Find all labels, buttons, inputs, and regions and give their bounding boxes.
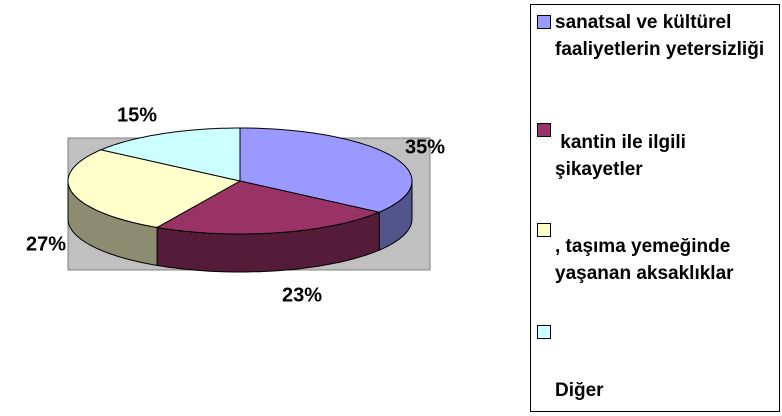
data-label: 23% bbox=[282, 284, 322, 306]
data-label: 35% bbox=[405, 136, 445, 158]
chart: 35% 23% 27% 15% bbox=[26, 104, 445, 306]
legend-marker bbox=[537, 325, 551, 339]
pie-slice bbox=[239, 127, 413, 213]
pie-slice bbox=[155, 180, 381, 235]
legend-marker bbox=[537, 15, 551, 29]
pie-slice bbox=[67, 149, 242, 228]
legend-label: sanatsal ve kültürel faaliyetlerin yeter… bbox=[555, 12, 765, 60]
legend-marker bbox=[537, 223, 551, 237]
legend-label: Diğer bbox=[555, 380, 604, 401]
legend: sanatsal ve kültürel faaliyetlerin yeter… bbox=[530, 4, 780, 412]
legend-label: , taşıma yemeğinde yaşanan aksaklıklar bbox=[555, 236, 736, 284]
legend-label: kantin ile ilgili şikayetler bbox=[555, 132, 692, 180]
legend-marker bbox=[537, 123, 551, 137]
data-label: 15% bbox=[117, 104, 157, 126]
pie-slice bbox=[98, 127, 241, 182]
data-label: 27% bbox=[26, 233, 66, 255]
